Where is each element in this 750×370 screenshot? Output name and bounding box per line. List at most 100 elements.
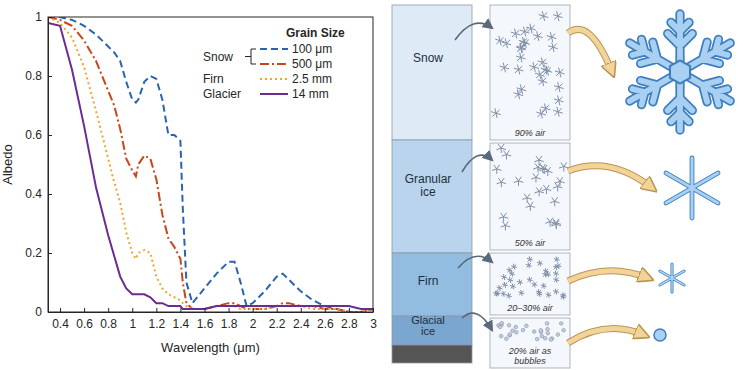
crystal <box>542 185 552 194</box>
crystal <box>497 285 503 291</box>
y-tick-label: 0.2 <box>25 246 42 260</box>
crystal <box>529 62 539 72</box>
crystal <box>553 289 559 295</box>
crystal <box>535 70 545 80</box>
crystal <box>545 322 549 326</box>
y-tick: 0 <box>35 305 52 319</box>
crystal <box>553 11 563 21</box>
crystal <box>508 333 512 337</box>
crystal <box>533 31 543 41</box>
x-tick-label: 0.4 <box>52 317 69 331</box>
crystal <box>507 267 513 273</box>
crystal <box>526 202 536 211</box>
legend: Grain Size100 μm500 μm2.5 mm14 mmSnowFir… <box>203 26 345 101</box>
crystal <box>514 325 518 329</box>
crystal <box>516 53 526 63</box>
y-tick: 0.6 <box>25 128 52 142</box>
crystal <box>555 68 565 78</box>
crystal-body <box>660 264 684 292</box>
x-axis-line <box>49 312 374 313</box>
bedrock-block <box>392 345 472 363</box>
crystal <box>511 264 517 270</box>
x-tick-label: 1.4 <box>173 317 190 331</box>
x-tick-mark <box>204 308 205 312</box>
arrow <box>462 155 492 172</box>
crystal <box>492 165 502 174</box>
x-tick: 3 <box>370 308 377 331</box>
crystal <box>499 213 509 222</box>
crystal <box>517 84 527 94</box>
x-tick-label: 2.2 <box>269 317 286 331</box>
arrow-outline <box>568 271 648 281</box>
crystal <box>543 336 547 340</box>
crystal <box>522 194 532 203</box>
series-line <box>48 23 373 309</box>
x-tick-mark <box>229 308 230 312</box>
legend-group-label: Glacier <box>203 87 241 101</box>
snow-crystal <box>660 264 684 292</box>
air-box <box>490 5 570 140</box>
y-axis-title: Albedo <box>0 144 15 184</box>
crystal <box>532 282 538 288</box>
crystal-pattern <box>491 11 564 118</box>
plot-frame <box>48 17 373 312</box>
x-tick: 1.4 <box>173 308 190 331</box>
crystal <box>500 321 504 325</box>
crystal <box>541 283 547 289</box>
y-tick: 0.2 <box>25 246 52 260</box>
crystal <box>499 334 503 338</box>
crystal <box>519 290 525 296</box>
x-tick: 2.2 <box>269 308 286 331</box>
crystal <box>532 330 536 334</box>
air-label: 50% air <box>515 238 547 248</box>
y-axis: 00.20.40.60.81 <box>25 10 52 319</box>
x-axis: 0.40.60.811.21.41.61.822.22.42.62.83 <box>49 308 378 331</box>
crystal <box>555 177 565 186</box>
crystal <box>517 279 523 285</box>
crystal <box>502 38 512 48</box>
x-tick: 2.6 <box>317 308 334 331</box>
x-tick-label: 2 <box>250 317 257 331</box>
crystal <box>553 107 563 117</box>
crystal <box>501 221 511 230</box>
x-axis-title: Wavelength (μm) <box>161 340 260 355</box>
x-tick-label: 1.8 <box>221 317 238 331</box>
ice-grain <box>654 329 666 341</box>
x-tick: 1.8 <box>221 308 238 331</box>
y-tick-mark <box>48 17 52 18</box>
crystal <box>543 66 553 76</box>
x-tick: 0.4 <box>52 308 69 331</box>
crystal <box>536 289 542 295</box>
x-tick-mark <box>156 308 157 312</box>
series-line <box>48 17 373 312</box>
y-tick-mark <box>48 312 52 313</box>
x-tick-label: 0.8 <box>100 317 117 331</box>
x-tick-mark <box>277 308 278 312</box>
crystal <box>533 163 543 172</box>
legend-label: 2.5 mm <box>292 72 332 86</box>
x-tick-mark <box>84 308 85 312</box>
crystal <box>501 291 507 297</box>
x-tick-label: 0.6 <box>76 317 93 331</box>
crystal <box>551 220 561 229</box>
crystal <box>491 108 501 118</box>
crystal <box>554 96 564 106</box>
air-box <box>490 253 570 315</box>
x-tick-label: 2.8 <box>341 317 358 331</box>
crystal <box>497 178 507 187</box>
x-tick-mark <box>349 308 350 312</box>
x-tick: 1.6 <box>197 308 214 331</box>
y-tick-mark <box>48 76 52 77</box>
legend-swatch <box>260 63 288 65</box>
crystal <box>510 283 516 289</box>
x-tick-label: 1.6 <box>197 317 214 331</box>
crystal <box>502 150 512 159</box>
crystal-pattern <box>493 256 566 299</box>
crystal <box>542 272 548 278</box>
crystal <box>531 173 541 182</box>
x-tick-mark <box>253 308 254 312</box>
layer-label: Snow <box>413 51 443 65</box>
layer-label: ice <box>420 185 436 199</box>
legend-title: Grain Size <box>286 26 345 40</box>
crystal <box>553 182 563 191</box>
